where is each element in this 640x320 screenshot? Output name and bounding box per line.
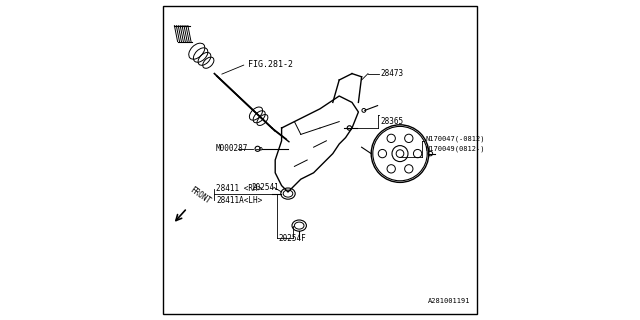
Circle shape [404, 165, 413, 173]
Text: 28411A<LH>: 28411A<LH> [216, 196, 262, 204]
Text: 28473: 28473 [381, 69, 404, 78]
Text: 28411 <RH>: 28411 <RH> [216, 184, 262, 193]
Circle shape [371, 125, 429, 182]
Circle shape [387, 134, 396, 142]
Circle shape [413, 149, 422, 158]
Text: M000287: M000287 [216, 144, 248, 153]
Ellipse shape [292, 220, 307, 231]
Ellipse shape [281, 188, 295, 199]
Circle shape [387, 165, 396, 173]
Text: 20254F: 20254F [278, 234, 306, 243]
Text: 28365: 28365 [381, 117, 404, 126]
Text: N170047(-0812): N170047(-0812) [426, 136, 485, 142]
Text: FIG.281-2: FIG.281-2 [248, 60, 293, 68]
Circle shape [378, 149, 387, 158]
Text: FRONT: FRONT [188, 186, 212, 206]
Circle shape [404, 134, 413, 142]
Text: 202541: 202541 [251, 183, 279, 192]
Text: A281001191: A281001191 [428, 298, 470, 304]
Text: N170049(0812-): N170049(0812-) [426, 146, 485, 152]
